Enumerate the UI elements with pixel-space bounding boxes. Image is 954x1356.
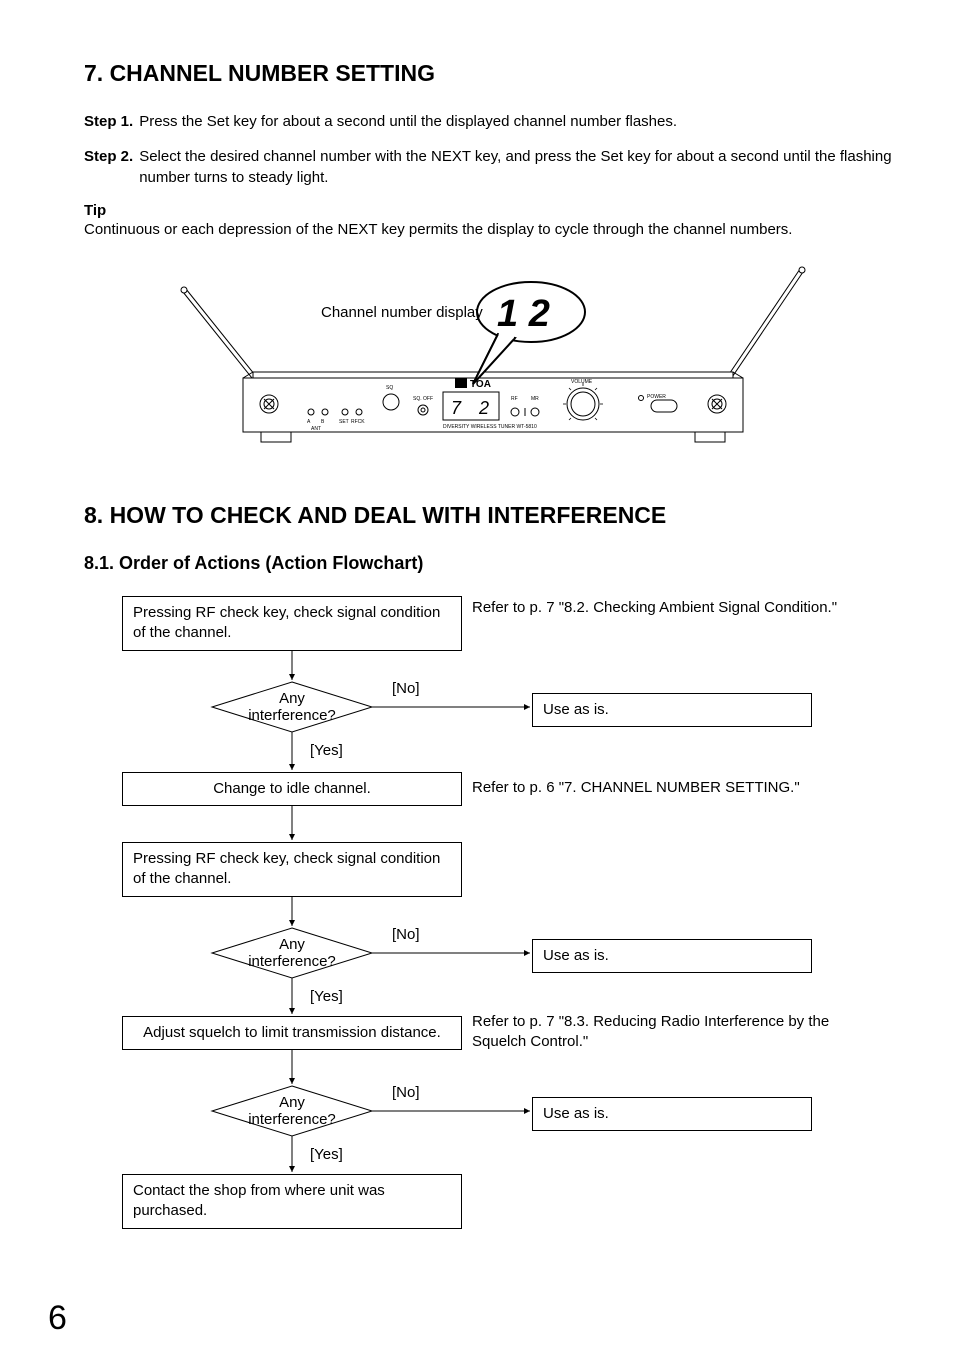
label-yes-3: [Yes] — [310, 1146, 343, 1163]
flow-box-useasis-2: Use as is. — [532, 939, 812, 973]
svg-text:1 2: 1 2 — [497, 293, 550, 335]
label-yes-2: [Yes] — [310, 988, 343, 1005]
svg-text:VOLUME: VOLUME — [571, 379, 593, 385]
tip-text: Continuous or each depression of the NEX… — [84, 219, 902, 240]
tip-label: Tip — [84, 202, 902, 219]
svg-text:interference?: interference? — [248, 1111, 336, 1128]
svg-text:TOA: TOA — [470, 379, 491, 390]
step-1: Step 1. Press the Set key for about a se… — [84, 111, 902, 132]
step-1-text: Press the Set key for about a second unt… — [139, 111, 677, 132]
flow-box-change: Change to idle channel. — [122, 772, 462, 806]
svg-text:Any: Any — [279, 690, 305, 707]
flowchart: Any interference? Any interference? Any … — [92, 596, 910, 1316]
svg-text:MR: MR — [531, 396, 539, 402]
step-2: Step 2. Select the desired channel numbe… — [84, 146, 902, 188]
svg-text:Any: Any — [279, 936, 305, 953]
svg-text:interference?: interference? — [248, 953, 336, 970]
channel-display-callout: Channel number display — [321, 304, 483, 321]
label-no-3: [No] — [392, 1084, 420, 1101]
section8-sub: 8.1. Order of Actions (Action Flowchart) — [84, 553, 902, 574]
svg-text:RF: RF — [511, 396, 518, 402]
svg-text:DIVERSITY WIRELESS TUNER WT-58: DIVERSITY WIRELESS TUNER WT-5810 — [443, 424, 537, 430]
svg-text:POWER: POWER — [647, 394, 666, 400]
flow-box-check2: Pressing RF check key, check signal cond… — [122, 842, 462, 897]
flow-box-squelch: Adjust squelch to limit transmission dis… — [122, 1016, 462, 1050]
svg-text:interference?: interference? — [248, 707, 336, 724]
ref-7: Refer to p. 6 "7. CHANNEL NUMBER SETTING… — [472, 778, 892, 798]
svg-text:RFCK: RFCK — [351, 419, 365, 425]
label-yes-1: [Yes] — [310, 742, 343, 759]
flow-box-check1: Pressing RF check key, check signal cond… — [122, 596, 462, 651]
svg-text:Any: Any — [279, 1094, 305, 1111]
label-no-2: [No] — [392, 926, 420, 943]
svg-text:7: 7 — [451, 398, 462, 418]
svg-text:SQ: SQ — [386, 385, 393, 391]
label-no-1: [No] — [392, 680, 420, 697]
section8-heading: 8. HOW TO CHECK AND DEAL WITH INTERFEREN… — [84, 502, 902, 529]
step-1-label: Step 1. — [84, 111, 133, 132]
svg-text:ANT: ANT — [311, 426, 321, 432]
flow-box-useasis-3: Use as is. — [532, 1097, 812, 1131]
flow-box-useasis-1: Use as is. — [532, 693, 812, 727]
svg-text:SET: SET — [339, 419, 349, 425]
step-2-label: Step 2. — [84, 146, 133, 188]
device-illustration: 7 2 A B ANT SET RFCK SQ SQ. OFF RF MR VO… — [84, 252, 902, 462]
page-number: 6 — [48, 1299, 67, 1338]
ref-82: Refer to p. 7 "8.2. Checking Ambient Sig… — [472, 598, 872, 618]
section7-heading: 7. CHANNEL NUMBER SETTING — [84, 60, 902, 87]
ref-83: Refer to p. 7 "8.3. Reducing Radio Inter… — [472, 1012, 882, 1053]
svg-text:2: 2 — [478, 398, 489, 418]
flow-box-contact: Contact the shop from where unit was pur… — [122, 1174, 462, 1229]
svg-text:SQ. OFF: SQ. OFF — [413, 396, 433, 402]
step-2-text: Select the desired channel number with t… — [139, 146, 902, 188]
